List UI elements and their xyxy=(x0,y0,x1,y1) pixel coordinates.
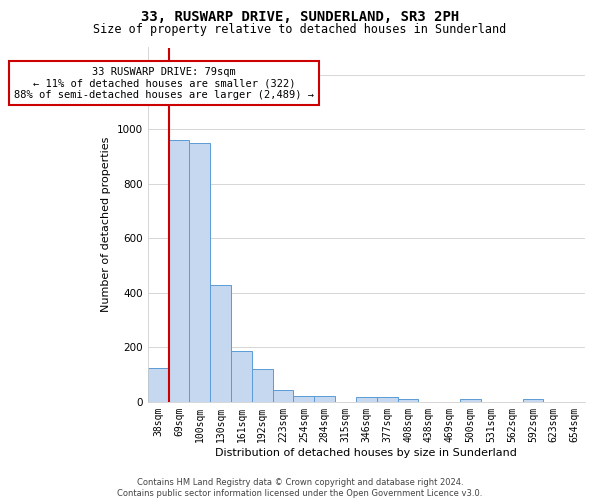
Text: Size of property relative to detached houses in Sunderland: Size of property relative to detached ho… xyxy=(94,22,506,36)
X-axis label: Distribution of detached houses by size in Sunderland: Distribution of detached houses by size … xyxy=(215,448,517,458)
Text: 33 RUSWARP DRIVE: 79sqm
← 11% of detached houses are smaller (322)
88% of semi-d: 33 RUSWARP DRIVE: 79sqm ← 11% of detache… xyxy=(14,66,314,100)
Bar xyxy=(356,397,377,402)
Bar xyxy=(523,399,544,402)
Bar xyxy=(398,399,418,402)
Bar xyxy=(148,368,169,402)
Y-axis label: Number of detached properties: Number of detached properties xyxy=(101,137,111,312)
Bar xyxy=(272,390,293,402)
Bar xyxy=(252,369,272,402)
Bar xyxy=(210,284,231,402)
Bar xyxy=(293,396,314,402)
Text: Contains HM Land Registry data © Crown copyright and database right 2024.
Contai: Contains HM Land Registry data © Crown c… xyxy=(118,478,482,498)
Bar xyxy=(314,396,335,402)
Bar xyxy=(169,140,190,402)
Bar xyxy=(231,352,252,402)
Bar xyxy=(377,397,398,402)
Bar xyxy=(460,399,481,402)
Bar xyxy=(190,143,210,402)
Text: 33, RUSWARP DRIVE, SUNDERLAND, SR3 2PH: 33, RUSWARP DRIVE, SUNDERLAND, SR3 2PH xyxy=(141,10,459,24)
